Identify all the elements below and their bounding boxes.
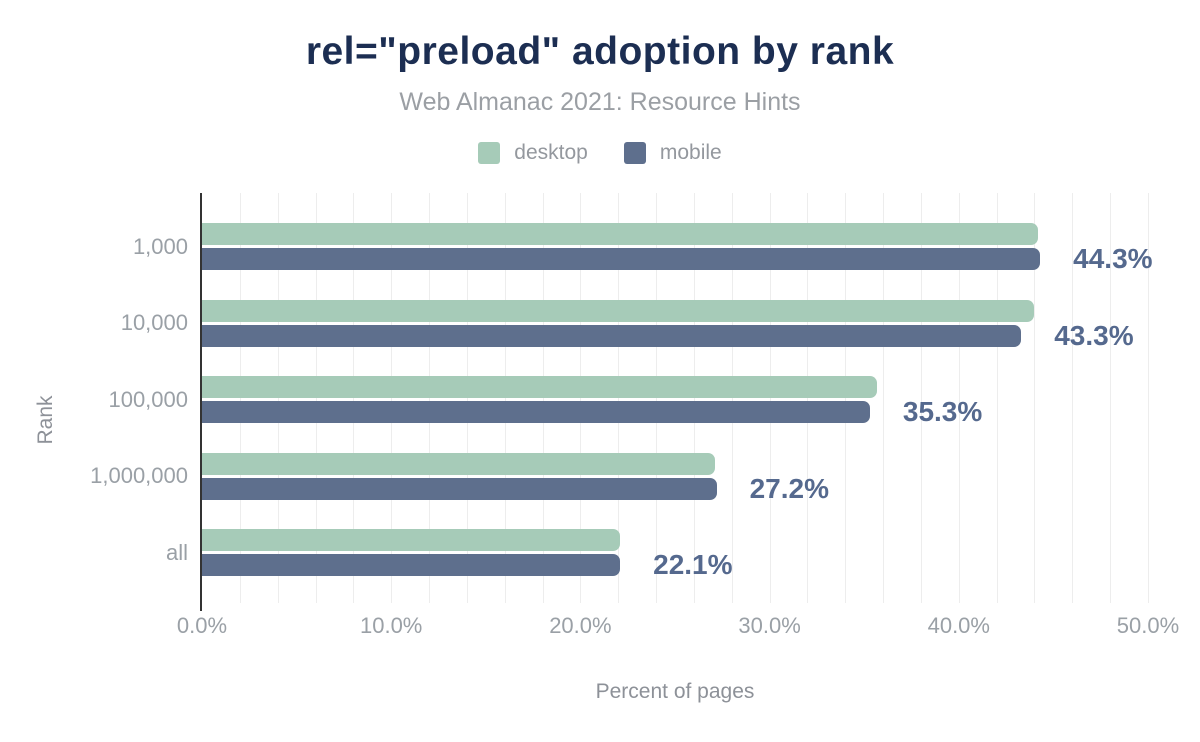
bar-value-label: 44.3% xyxy=(1073,243,1153,274)
x-tick-label: 10.0% xyxy=(359,613,423,638)
desktop-bar xyxy=(202,299,1035,322)
y-tick-label: 100,000 xyxy=(108,386,188,412)
gridline xyxy=(1148,193,1149,603)
y-axis-line xyxy=(200,193,202,611)
legend-item-mobile: mobile xyxy=(623,141,722,165)
legend-item-desktop: desktop xyxy=(478,141,588,165)
y-tick-label: 10,000 xyxy=(120,310,188,336)
desktop-bar xyxy=(202,223,1039,245)
x-tick-label: 30.0% xyxy=(738,613,801,638)
gridline xyxy=(996,193,998,603)
mobile-bar xyxy=(202,324,1022,347)
desktop-bar xyxy=(202,376,878,399)
desktop-series-swatch-icon xyxy=(478,142,501,164)
gridline xyxy=(1072,193,1074,603)
x-tick-label: 20.0% xyxy=(549,613,612,638)
bar-value-label: 35.3% xyxy=(902,396,983,428)
mobile-series-swatch-icon xyxy=(623,142,646,164)
desktop-bar xyxy=(202,529,621,552)
gridline xyxy=(1110,193,1112,603)
legend-label-mobile: mobile xyxy=(659,141,722,164)
x-tick-label: 40.0% xyxy=(927,613,990,638)
y-axis-title: Rank xyxy=(34,395,57,445)
bar-value-label: 22.1% xyxy=(653,549,733,581)
mobile-bar xyxy=(202,248,1041,270)
gridline xyxy=(958,193,960,603)
mobile-bar xyxy=(202,401,870,424)
bar-value-label: 27.2% xyxy=(749,472,830,504)
y-tick-label: 1,000 xyxy=(132,233,188,259)
gridline xyxy=(883,193,885,603)
chart-legend: desktop mobile xyxy=(0,141,1200,165)
y-tick-label: all xyxy=(165,539,188,565)
gridline xyxy=(1034,193,1036,603)
gridline xyxy=(920,193,922,603)
mobile-bar xyxy=(202,554,621,577)
mobile-bar xyxy=(202,477,717,500)
chart-subtitle: Web Almanac 2021: Resource Hints xyxy=(399,88,801,116)
desktop-bar xyxy=(202,452,715,475)
x-tick-label: 50.0% xyxy=(1116,613,1180,638)
chart-title: rel="preload" adoption by rank xyxy=(305,30,895,73)
y-tick-label: 1,000,000 xyxy=(90,463,188,489)
x-axis-title: Percent of pages xyxy=(595,680,755,703)
legend-label-desktop: desktop xyxy=(514,141,588,164)
bar-value-label: 43.3% xyxy=(1054,319,1134,351)
x-tick-label: 0.0% xyxy=(176,613,228,638)
